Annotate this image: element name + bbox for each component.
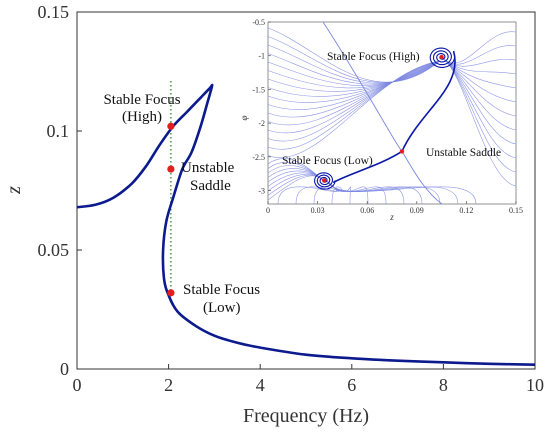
inset-separatrix: [332, 150, 403, 184]
annotation-unstable-saddle-line1: Unstable: [181, 160, 235, 176]
main-x-tick-label: 2: [164, 375, 173, 395]
inset-equilibrium-point: [399, 149, 405, 154]
inset-streamline: [267, 60, 440, 126]
inset-x-tick-label: 0.06: [360, 206, 374, 215]
equilibrium-point: [167, 165, 175, 173]
main-series-layer: [76, 81, 536, 366]
inset-x-tick-label: 0.12: [459, 206, 473, 215]
equilibrium-point: [167, 289, 175, 297]
inset-y-tick-label: -0.5: [252, 18, 265, 27]
main-x-tick-label: 6: [347, 375, 356, 395]
inset-y-tick-label: -1.5: [252, 85, 265, 94]
frequency-response-curve: [76, 83, 536, 366]
inset-streamline: [443, 45, 517, 65]
inset-streamline: [267, 60, 440, 92]
inset-separatrix: [401, 50, 456, 152]
main-y-tick-label: 0.15: [38, 2, 70, 22]
annotation-stable-focus-low-line1: Stable Focus: [183, 282, 260, 298]
inset-streamline: [443, 58, 517, 89]
inset-y-tick-label: -3: [258, 187, 265, 196]
inset-streamline: [267, 60, 440, 142]
main-y-tick-label: 0.1: [47, 121, 70, 141]
main-x-axis-label: Frequency (Hz): [243, 405, 369, 427]
inset-equilibrium-point: [439, 54, 444, 60]
inset-streamline: [443, 58, 517, 187]
equilibrium-point: [167, 122, 175, 130]
inset-streamline: [326, 181, 477, 205]
inset-separatrix: [401, 151, 443, 205]
inset-y-tick-label: -2.5: [252, 153, 265, 162]
inset-streamline: [267, 60, 440, 150]
inset-streamline: [443, 31, 517, 64]
main-x-tick-label: 0: [73, 375, 82, 395]
main-x-tick-label: 4: [256, 375, 265, 395]
main-x-tick-label: 8: [439, 375, 448, 395]
inset-separatrix: [322, 21, 403, 152]
inset-streamline: [267, 44, 440, 84]
main-x-tick-label: 10: [526, 375, 544, 395]
inset-points-layer: [322, 54, 444, 183]
main-axes: [76, 11, 536, 370]
inset-streamline: [267, 60, 440, 118]
inset-annotation-unstable-saddle: Unstable Saddle: [426, 147, 501, 159]
main-y-ticks: 0 0.05 0.1 0.15: [38, 2, 82, 379]
main-y-tick-label: 0: [60, 359, 69, 379]
main-points-layer: [167, 122, 175, 297]
inset-equilibrium-point: [322, 178, 327, 183]
inset-streamline: [443, 58, 517, 75]
annotation-stable-focus-high-line1: Stable Focus: [103, 92, 180, 108]
inset-streamline: [267, 60, 440, 86]
inset-streamline: [267, 60, 440, 103]
main-y-axis-label: z: [3, 186, 25, 195]
inset-streamline: [267, 60, 440, 134]
inset-annotation-stable-focus-high: Stable Focus (High): [327, 51, 420, 63]
inset-streamline: [267, 60, 440, 89]
inset-x-axis-label: z: [389, 212, 394, 222]
inset-streamline: [267, 60, 440, 158]
inset-streamline: [267, 53, 440, 85]
inset-x-tick-label: 0: [266, 206, 270, 215]
inset-y-ticks: -0.5 -1 -1.5 -2 -2.5 -3: [252, 18, 271, 196]
main-x-ticks: 0 2 4 6 8 10: [73, 364, 544, 395]
annotation-unstable-saddle-line2: Saddle: [190, 178, 231, 194]
inset-streamline: [443, 58, 517, 67]
main-y-tick-label: 0.05: [38, 240, 70, 260]
inset-annotation-stable-focus-low: Stable Focus (Low): [282, 155, 373, 167]
inset-x-tick-label: 0.09: [410, 206, 424, 215]
inset-x-tick-label: 0.15: [509, 206, 523, 215]
inset-streamline: [267, 27, 440, 83]
annotation-stable-focus-high-line2: (High): [122, 109, 162, 125]
inset-x-ticks: 0 0.03 0.06 0.09 0.12 0.15: [266, 201, 523, 215]
inset-streamline: [267, 60, 440, 97]
inset-y-tick-label: -2: [258, 119, 265, 128]
inset-y-tick-label: -1: [258, 52, 265, 61]
inset-streamlines: [267, 21, 517, 205]
annotation-stable-focus-low-line2: (Low): [203, 300, 241, 316]
inset-y-axis-label: φ: [239, 115, 249, 120]
phase-portrait-inset: 0 0.03 0.06 0.09 0.12 0.15 -0.5 -1 -1.5 -2 -2.5 -3…: [239, 18, 523, 222]
inset-streamline: [267, 36, 440, 83]
main-plot-frame: [76, 11, 536, 370]
inset-x-tick-label: 0.03: [311, 206, 325, 215]
inset-streamline: [267, 60, 440, 110]
